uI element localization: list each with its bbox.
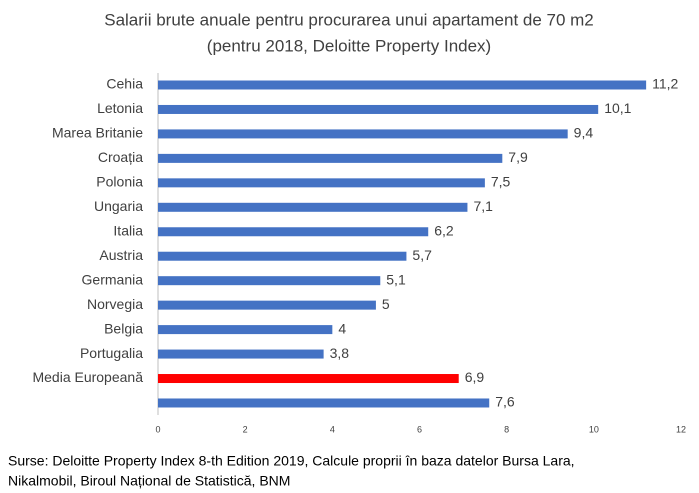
value-label: 3,8: [330, 345, 350, 361]
bar: [158, 129, 568, 139]
source: Nikalmobil, Biroul Național de Statistic…: [8, 473, 290, 489]
y-tick-label: Croația: [98, 149, 143, 165]
value-label: 7,9: [508, 149, 528, 165]
x-tick-label: 0: [155, 424, 160, 434]
bar: [158, 251, 407, 261]
y-tick-label: Cehia: [106, 76, 143, 92]
value-label: 9,4: [574, 125, 594, 141]
y-tick-label: Marea Britanie: [52, 125, 143, 141]
value-label: 5,7: [412, 247, 432, 263]
source: Surse: Deloitte Property Index 8-th Edit…: [8, 453, 575, 469]
value-label: 10,1: [604, 100, 631, 116]
bar: [158, 202, 468, 212]
y-tick-label: Norvegia: [87, 296, 143, 312]
value-label: 5: [382, 296, 390, 312]
value-label: 7,6: [495, 394, 515, 410]
y-tick-label: Polonia: [96, 174, 143, 190]
y-tick-label: Italia: [113, 222, 143, 238]
x-tick-label: 12: [676, 424, 686, 434]
bar: [158, 153, 503, 163]
value-label: 6,2: [434, 222, 454, 238]
chart-subtitle: (pentru 2018, Deloitte Property Index): [207, 36, 491, 55]
x-tick-label: 10: [589, 424, 599, 434]
y-tick-label: Austria: [99, 247, 143, 263]
y-tick-label: Ungaria: [94, 198, 143, 214]
bar: [158, 227, 429, 237]
value-label: 11,2: [652, 76, 678, 92]
y-tick-label: Belgia: [104, 320, 143, 336]
chart-title: Salarii brute anuale pentru procurarea u…: [104, 10, 594, 29]
bar: [158, 178, 485, 188]
bar: [158, 104, 599, 114]
bar: [158, 374, 459, 384]
bar: [158, 398, 490, 408]
x-tick-label: 2: [243, 424, 248, 434]
bar: [158, 300, 376, 310]
y-tick-label: Germania: [82, 271, 144, 287]
value-label: 4: [338, 320, 346, 336]
value-label: 5,1: [386, 271, 406, 287]
bar: [158, 276, 381, 286]
y-tick-label: Portugalia: [80, 345, 143, 361]
x-tick-label: 4: [330, 424, 335, 434]
bar: [158, 80, 647, 90]
x-tick-label: 6: [417, 424, 422, 434]
bar: [158, 325, 333, 335]
y-tick-label: Letonia: [97, 100, 143, 116]
y-tick-label: Media Europeană: [32, 369, 143, 385]
value-label: 6,9: [465, 369, 485, 385]
bar: [158, 349, 324, 359]
x-tick-label: 8: [504, 424, 509, 434]
value-label: 7,5: [491, 174, 511, 190]
value-label: 7,1: [473, 198, 493, 214]
